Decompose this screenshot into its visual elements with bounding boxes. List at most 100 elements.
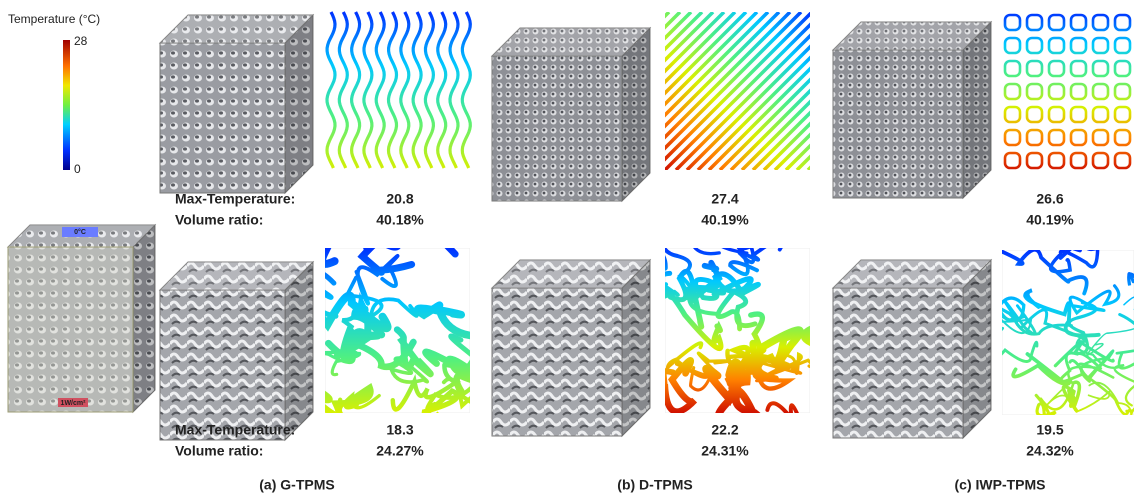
iwp-map-cell xyxy=(1093,107,1108,122)
iwp-map-cell xyxy=(1093,84,1108,99)
g-map-line xyxy=(450,12,458,168)
iwp-map-cell xyxy=(1005,15,1020,30)
map-curve xyxy=(718,292,755,329)
iwp-map-cell xyxy=(1027,153,1042,168)
boundary-bottom: 1W/cm² xyxy=(61,400,87,407)
caption: (c) IWP-TPMS xyxy=(955,477,1046,493)
colorbar-max: 28 xyxy=(74,34,88,48)
g-map-line xyxy=(413,12,421,168)
value: 24.32% xyxy=(1026,443,1074,459)
g-map-line xyxy=(389,12,397,168)
map-curve xyxy=(1081,351,1129,414)
row-label: Max-Temperature: xyxy=(175,422,295,438)
colorbar-min: 0 xyxy=(74,162,81,176)
cube-front xyxy=(833,50,963,198)
map-curve xyxy=(366,223,455,254)
iwp-map-cell xyxy=(1071,153,1086,168)
cube-front xyxy=(833,288,963,438)
iwp-map-cell xyxy=(1005,130,1020,145)
g-map-line xyxy=(339,12,347,168)
cube-front xyxy=(160,43,285,193)
iwp-map-cell xyxy=(1071,61,1086,76)
map-curve xyxy=(418,305,474,336)
cube-shade xyxy=(285,15,313,193)
g-cube-low xyxy=(160,262,313,440)
iwp-map-cell xyxy=(1049,15,1064,30)
iwp-map-cell xyxy=(1115,84,1130,99)
cube-shade xyxy=(622,260,650,436)
d-cube-low xyxy=(492,260,650,436)
g-map-line xyxy=(425,12,433,168)
colorbar-title: Temperature (°C) xyxy=(8,12,100,26)
iwp-map-cell xyxy=(1115,38,1130,53)
cube-shade xyxy=(963,22,991,198)
g-map-line xyxy=(352,12,360,168)
caption: (a) G-TPMS xyxy=(259,477,334,493)
value: 22.2 xyxy=(711,422,738,438)
iwp-map-cell xyxy=(1115,130,1130,145)
value: 40.19% xyxy=(1026,212,1074,228)
value: 19.5 xyxy=(1036,422,1063,438)
value: 26.6 xyxy=(1036,191,1063,207)
row-label: Volume ratio: xyxy=(175,212,263,228)
iwp-map-cell xyxy=(1027,38,1042,53)
iwp-cube-low xyxy=(833,260,991,438)
iwp-map-cell xyxy=(1071,15,1086,30)
map-curve xyxy=(362,239,411,273)
iwp-map-cell xyxy=(1027,61,1042,76)
iwp-map-cell xyxy=(1071,107,1086,122)
map-curve xyxy=(1051,250,1098,272)
map-curve xyxy=(357,256,398,304)
iwp-map-cell xyxy=(1027,107,1042,122)
value: 40.19% xyxy=(701,212,749,228)
map-curve xyxy=(426,345,488,377)
iwp-map-cell xyxy=(1005,153,1020,168)
g-map-line xyxy=(327,12,335,168)
iwp-map-cell xyxy=(1049,153,1064,168)
value: 18.3 xyxy=(386,422,413,438)
iwp-map-cell xyxy=(1005,107,1020,122)
g-map-line xyxy=(438,12,446,168)
value: 24.31% xyxy=(701,443,749,459)
iwp-map-cell xyxy=(1049,107,1064,122)
iwp-map-cell xyxy=(1071,38,1086,53)
cube-shade xyxy=(285,262,313,440)
value: 27.4 xyxy=(711,191,738,207)
iwp-map-cell xyxy=(1027,84,1042,99)
figure: Temperature (°C) 28 0 0°C 1W/cm² Max-Temp… xyxy=(0,0,1140,496)
map-curve xyxy=(1129,274,1140,309)
iwp-map-cell xyxy=(1093,15,1108,30)
value: 24.27% xyxy=(376,443,424,459)
g-map-line xyxy=(462,12,470,168)
map-curve xyxy=(1117,330,1140,368)
iwp-map-cell xyxy=(1027,130,1042,145)
iwp-map-cell xyxy=(1115,107,1130,122)
iwp-map-cell xyxy=(1049,130,1064,145)
iwp-map-cell xyxy=(1049,61,1064,76)
g-map-line xyxy=(376,12,384,168)
iwp-map-cell xyxy=(1071,130,1086,145)
iwp-map-cell xyxy=(1093,153,1108,168)
boundary-top: 0°C xyxy=(74,228,86,236)
g-map-line xyxy=(401,12,409,168)
cube-shade xyxy=(133,225,155,412)
iwp-map-cell xyxy=(1115,61,1130,76)
value: 20.8 xyxy=(386,191,413,207)
map-curve xyxy=(767,403,843,452)
boundary-veil xyxy=(8,247,133,412)
colorbar xyxy=(63,40,70,170)
cube-front xyxy=(492,288,622,436)
row-label: Max-Temperature: xyxy=(175,191,295,207)
caption: (b) D-TPMS xyxy=(617,477,692,493)
iwp-map-cell xyxy=(1005,61,1020,76)
iwp-map-cell xyxy=(1005,84,1020,99)
row-label: Volume ratio: xyxy=(175,443,263,459)
cube-shade xyxy=(963,260,991,438)
value: 40.18% xyxy=(376,212,424,228)
iwp-map-cell xyxy=(1115,15,1130,30)
d-cube xyxy=(492,28,650,201)
iwp-map-cell xyxy=(1049,38,1064,53)
g-cube xyxy=(160,15,313,193)
illustrations: 0°C 1W/cm² xyxy=(8,12,1140,461)
cube-front xyxy=(160,290,285,440)
